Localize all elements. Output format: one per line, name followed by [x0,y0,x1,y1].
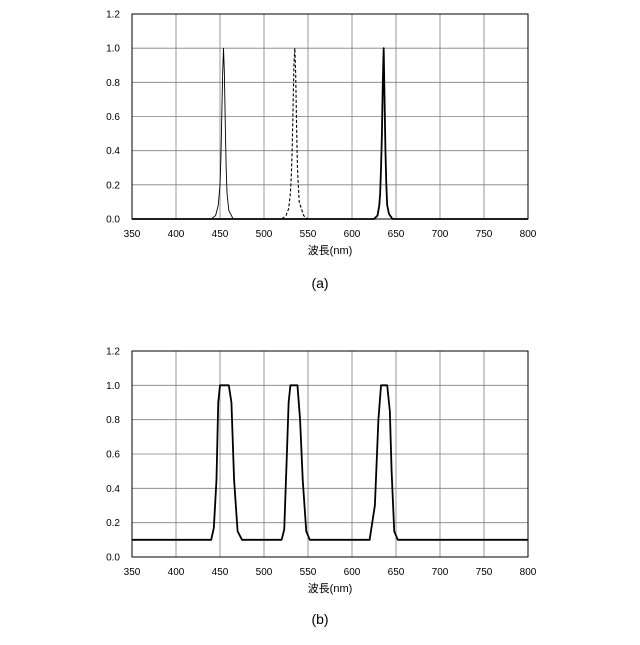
x-tick-label: 500 [256,229,273,240]
series-line-bold-solid [132,48,528,219]
x-tick-label: 750 [476,567,493,578]
y-tick-label: 0.0 [106,215,120,226]
x-axis-title: 波長(nm) [308,244,353,257]
series-line-dashed [132,48,528,219]
y-tick-label: 1.0 [106,44,120,55]
y-tick-label: 0.6 [106,450,120,461]
panel-label: (a) [311,275,328,291]
y-tick-label: 0.4 [106,484,120,495]
x-tick-label: 350 [124,567,141,578]
y-tick-label: 0.8 [106,78,120,89]
x-tick-label: 450 [212,567,229,578]
y-tick-label: 0.4 [106,146,120,157]
x-tick-label: 350 [124,229,141,240]
x-tick-label: 750 [476,229,493,240]
x-axis-title: 波長(nm) [308,582,353,595]
y-tick-label: 0.2 [106,180,120,191]
x-tick-label: 600 [344,567,361,578]
y-tick-label: 0.0 [106,553,120,564]
y-tick-label: 1.2 [106,10,120,21]
x-tick-label: 550 [300,229,317,240]
x-tick-label: 550 [300,567,317,578]
series-line-bold-solid [132,385,528,540]
x-tick-label: 400 [168,567,185,578]
x-tick-label: 800 [520,567,537,578]
y-tick-label: 0.8 [106,415,120,426]
x-tick-label: 700 [432,567,449,578]
panel-label: (b) [311,611,328,627]
y-tick-label: 0.6 [106,112,120,123]
x-tick-label: 400 [168,229,185,240]
x-tick-label: 650 [388,229,405,240]
x-tick-label: 650 [388,567,405,578]
x-tick-label: 450 [212,229,229,240]
y-tick-label: 1.0 [106,381,120,392]
x-tick-label: 500 [256,567,273,578]
y-tick-label: 0.2 [106,518,120,529]
y-tick-label: 1.2 [106,347,120,358]
series-line-thin-solid [132,48,528,219]
x-tick-label: 700 [432,229,449,240]
x-tick-label: 800 [520,229,537,240]
x-tick-label: 600 [344,229,361,240]
